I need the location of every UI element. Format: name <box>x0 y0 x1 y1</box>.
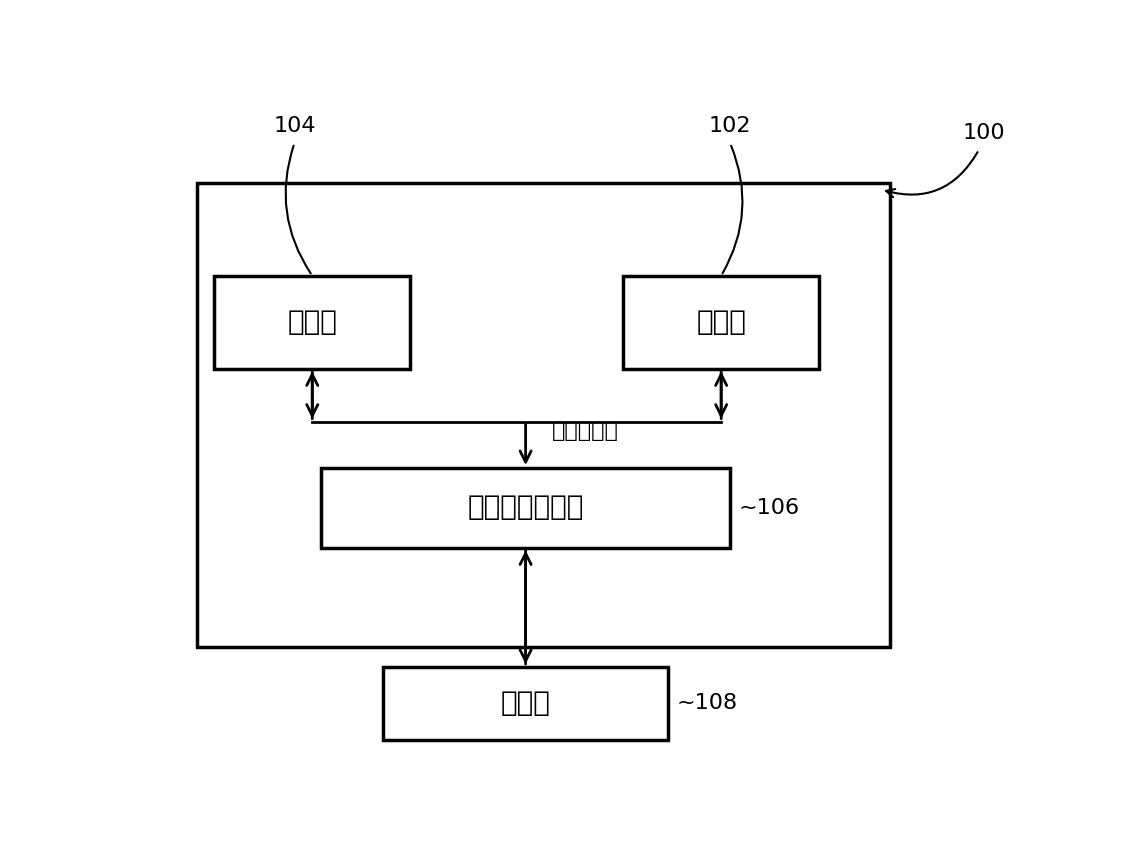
Text: ~108: ~108 <box>677 693 738 713</box>
Text: 存储器总线: 存储器总线 <box>553 420 619 443</box>
Text: 存储器接口电路: 存储器接口电路 <box>468 494 584 521</box>
Text: 编码器: 编码器 <box>696 308 746 336</box>
Text: ~106: ~106 <box>739 498 801 517</box>
Bar <box>624 276 819 369</box>
Bar <box>197 183 890 647</box>
Bar <box>214 276 411 369</box>
Text: 存储器: 存储器 <box>501 690 551 717</box>
Bar <box>321 468 729 548</box>
Text: 100: 100 <box>963 123 1006 143</box>
Text: 译码器: 译码器 <box>288 308 337 336</box>
Text: 104: 104 <box>273 116 315 137</box>
Bar <box>383 667 668 740</box>
Text: 102: 102 <box>709 116 751 137</box>
